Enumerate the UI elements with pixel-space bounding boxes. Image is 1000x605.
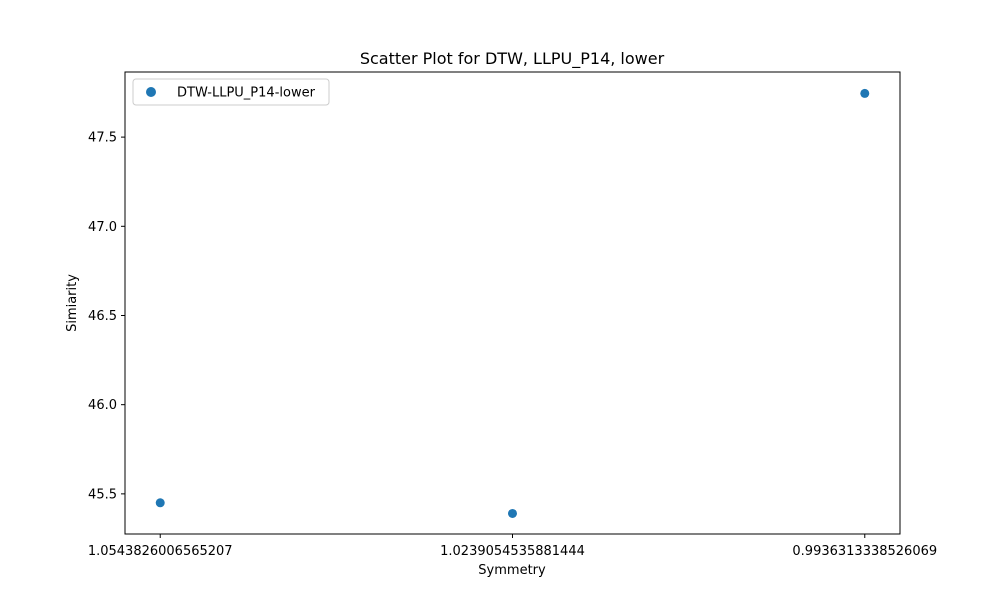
- x-tick-label: 1.0239054535881444: [440, 544, 585, 559]
- y-tick-label: 46.0: [88, 398, 117, 413]
- y-tick-label: 47.0: [88, 220, 117, 235]
- x-axis-label: Symmetry: [478, 563, 546, 578]
- x-tick-label: 1.0543826006565207: [88, 544, 233, 559]
- legend-label: DTW-LLPU_P14-lower: [177, 86, 316, 101]
- plot-area: [155, 88, 870, 518]
- legend-frame: [132, 78, 330, 106]
- y-tick-label: 46.5: [88, 309, 117, 324]
- x-axis: 1.0543826006565207 1.0239054535881444 0.99…: [88, 534, 937, 559]
- x-tick-label: 0.9936313338526069: [792, 544, 937, 559]
- chart-title: Scatter Plot for DTW, LLPU_P14, lower: [360, 49, 665, 69]
- y-tick-label: 45.5: [88, 487, 117, 502]
- y-tick-label: 47.5: [88, 131, 117, 146]
- y-axis: 45.5 46.0 46.5 47.0 47.5: [88, 131, 125, 502]
- data-point: [155, 498, 165, 508]
- data-point: [860, 88, 870, 98]
- data-point: [508, 508, 517, 518]
- legend: DTW-LLPU_P14-lower: [132, 78, 330, 106]
- y-axis-label: Simiarity: [65, 274, 80, 332]
- legend-marker: [146, 87, 156, 97]
- axes-frame: [124, 71, 901, 535]
